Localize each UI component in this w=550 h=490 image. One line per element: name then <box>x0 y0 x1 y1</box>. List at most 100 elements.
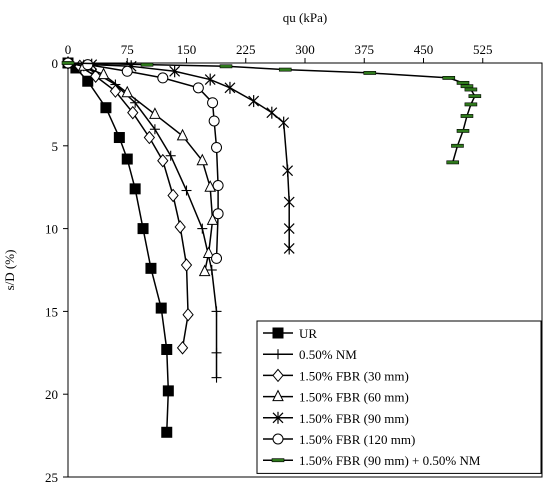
y-tick-label: 25 <box>45 470 58 485</box>
legend-entry: 0.50% NM <box>263 347 357 362</box>
data-point-marker <box>460 84 474 89</box>
data-point-marker <box>137 223 149 235</box>
legend-entry: 1.50% FBR (120 mm) <box>263 432 415 447</box>
data-point-marker <box>157 72 169 84</box>
x-tick-label: 75 <box>121 42 134 57</box>
data-point-marker <box>155 302 167 314</box>
data-point-marker <box>248 95 260 108</box>
data-point-marker <box>167 188 179 203</box>
data-point-marker <box>207 97 219 109</box>
data-point-marker <box>204 73 216 86</box>
data-point-marker <box>169 65 181 78</box>
legend-entry: 1.50% FBR (90 mm) <box>263 411 409 426</box>
data-point-marker <box>140 62 154 67</box>
data-point-marker <box>283 242 295 255</box>
data-point-marker <box>211 252 223 264</box>
series-line <box>67 62 214 272</box>
legend-label: 1.50% FBR (30 mm) <box>299 368 409 383</box>
series-2 <box>63 58 222 383</box>
data-point-marker <box>272 327 284 339</box>
data-point-marker <box>176 341 189 355</box>
data-point-marker <box>278 67 292 72</box>
data-point-marker <box>211 306 222 317</box>
data-point-marker <box>181 185 192 196</box>
data-point-marker <box>143 130 156 145</box>
data-point-marker <box>145 262 157 274</box>
data-point-marker <box>82 59 94 71</box>
data-point-marker <box>161 343 173 355</box>
data-point-marker <box>129 183 141 195</box>
legend-label: 1.50% FBR (90 mm) + 0.50% NM <box>299 453 481 468</box>
data-point-marker <box>272 389 284 402</box>
data-point-marker <box>196 153 209 166</box>
series-6 <box>62 57 224 264</box>
data-point-marker <box>180 258 193 272</box>
x-tick-label: 0 <box>65 42 72 57</box>
data-point-marker <box>212 180 224 192</box>
data-point-marker <box>162 385 174 397</box>
data-point-marker <box>273 349 283 360</box>
legend-label: 1.50% FBR (60 mm) <box>299 390 409 405</box>
data-point-marker <box>149 107 161 119</box>
x-tick-label: 150 <box>177 42 197 57</box>
series-layer <box>61 55 482 438</box>
data-point-marker <box>82 75 94 87</box>
data-point-marker <box>121 85 134 98</box>
data-point-marker <box>149 124 160 135</box>
series-line <box>67 62 189 348</box>
data-point-marker <box>456 128 470 133</box>
data-point-marker <box>224 81 236 94</box>
data-point-marker <box>97 67 110 80</box>
data-point-marker <box>451 143 464 148</box>
data-point-marker <box>202 246 215 258</box>
data-point-marker <box>468 94 482 99</box>
data-point-marker <box>109 84 122 98</box>
data-point-marker <box>271 458 285 463</box>
legend-label: 1.50% FBR (90 mm) <box>299 411 409 426</box>
data-point-marker <box>206 265 217 275</box>
legend-label: 1.50% FBR (120 mm) <box>299 432 415 447</box>
series-line <box>67 62 218 378</box>
data-point-marker <box>211 141 223 153</box>
data-point-marker <box>266 106 278 119</box>
y-tick-label: 10 <box>45 222 58 237</box>
legend-entry: 1.50% FBR (60 mm) <box>263 389 409 405</box>
data-point-marker <box>283 196 295 209</box>
data-point-marker <box>89 69 102 84</box>
data-point-marker <box>442 76 456 80</box>
data-point-marker <box>174 220 186 234</box>
data-point-marker <box>198 264 211 277</box>
y-tick-label: 20 <box>45 387 58 402</box>
data-point-marker <box>197 223 208 234</box>
data-point-marker <box>278 116 290 129</box>
legend-label: 0.50% NM <box>299 347 357 362</box>
series-7 <box>61 61 482 165</box>
data-point-marker <box>456 80 470 85</box>
x-tick-label: 450 <box>414 42 434 57</box>
data-point-marker <box>211 372 222 383</box>
data-point-marker <box>161 426 173 438</box>
legend-label: UR <box>299 326 317 341</box>
legend-entry: UR <box>263 326 317 341</box>
data-point-marker <box>176 128 189 141</box>
data-point-marker <box>206 213 219 225</box>
data-point-marker <box>219 64 233 69</box>
data-point-marker <box>460 114 474 118</box>
x-tick-label: 300 <box>295 42 315 57</box>
data-point-marker <box>208 115 220 127</box>
data-point-marker <box>165 150 176 161</box>
data-point-marker <box>282 164 294 177</box>
legend-box <box>256 320 542 474</box>
x-tick-label: 375 <box>355 42 375 57</box>
data-point-marker <box>283 222 295 235</box>
x-tick-label: 525 <box>473 42 493 57</box>
data-point-marker <box>121 65 133 77</box>
x-tick-label: 225 <box>236 42 256 57</box>
data-point-marker <box>121 153 133 165</box>
data-point-marker <box>363 71 377 75</box>
x-axis-title: qu (kPa) <box>283 10 327 25</box>
y-tick-label: 5 <box>52 139 59 154</box>
legend-entry: 1.50% FBR (90 mm) + 0.50% NM <box>263 453 481 468</box>
data-point-marker <box>157 153 169 168</box>
